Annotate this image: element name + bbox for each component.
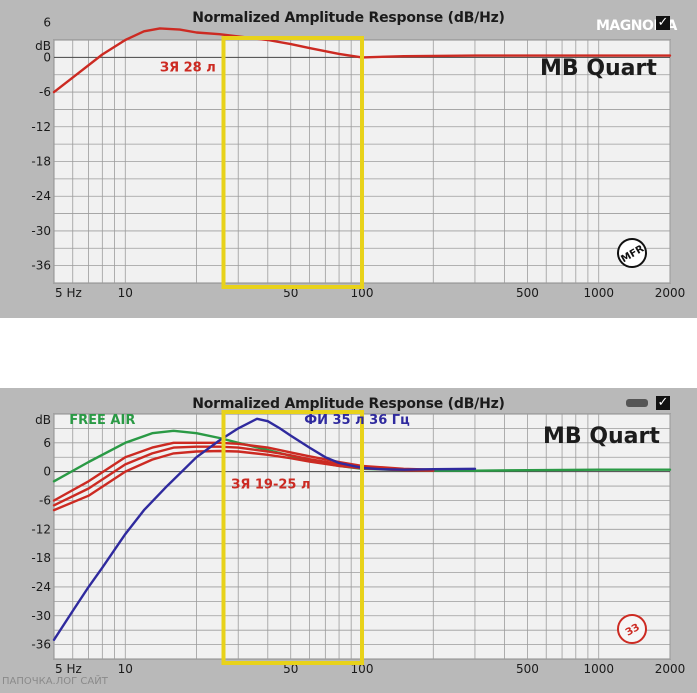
y-tick-label: -24 [31,189,51,203]
amplitude-chart-bottom: 6 0 -6 -12 -18 -24 -30 -36 dB 5 Hz 10 50 100 500 1000 2… [31,410,686,676]
y-tick-label: -30 [31,224,51,238]
x-tick-label: 500 [516,286,539,300]
x-tick-label: 2000 [655,662,686,676]
y-tick-label: 6 [43,436,51,450]
y-tick-label: -6 [39,493,51,507]
y-tick-label: 0 [43,465,51,479]
chart-header: Normalized Amplitude Response (dB/Hz) [192,396,505,412]
y-tick-label: -12 [31,120,51,134]
x-tick-label: 500 [516,662,539,676]
brand-label: MB Quart [540,56,657,81]
series-line [52,417,477,642]
y-tick-label: -36 [31,638,51,652]
highlight-box [221,36,364,289]
chart-panel-bottom: 6 0 -6 -12 -18 -24 -30 -36 dB 5 Hz 10 50 100 500 1000 2… [0,388,697,693]
chart-panel-top: 6 0 -6 -12 -18 -24 -30 -36 dB 5 Hz 10 50 100 500 1000 2… [0,0,697,318]
x-tick-label: 5 Hz [55,286,82,300]
highlight-box [221,410,364,665]
x-tick-label: 1000 [583,286,614,300]
series-line [52,449,435,512]
y-axis-label: dB [35,413,51,427]
y-tick-label: 0 [43,50,51,64]
x-tick-label: 10 [118,662,133,676]
y-tick-label: -30 [31,609,51,623]
x-tick-label: 2000 [655,286,686,300]
series-group [52,417,672,642]
checkbox-icon[interactable]: ✓ [656,395,670,410]
x-tick-label: 1000 [583,662,614,676]
y-axis-label: dB [35,39,51,53]
y-tick-label: -18 [31,155,51,169]
series-annotation: ЗЯ 19-25 л [231,478,310,493]
x-tick-label: 50 [283,662,298,676]
corner-badge-icon: ЗЗ [617,614,647,644]
watermark: ПАПОЧКА.ЛОГ САЙТ [2,676,108,687]
corner-badge-icon: MFR [617,238,647,268]
y-tick-label: -18 [31,551,51,565]
x-tick-label: 5 Hz [55,662,82,676]
chart-header: Normalized Amplitude Response (dB/Hz) [192,10,505,26]
series-annotation: FREE AIR [69,413,135,428]
y-tick-label: -6 [39,85,51,99]
x-tick-label: 100 [351,286,374,300]
checkbox-icon[interactable]: ✓ [656,15,670,30]
y-tick-label: -24 [31,580,51,594]
speaker-icon [626,399,648,407]
series-annotation: ЗЯ 28 л [160,61,216,76]
x-tick-label: 10 [118,286,133,300]
x-tick-label: 100 [351,662,374,676]
y-tick-label: -12 [31,522,51,536]
amplitude-chart-top: 6 0 -6 -12 -18 -24 -30 -36 dB 5 Hz 10 50 100 500 1000 2… [31,16,686,300]
series-line [52,441,435,502]
y-tick-label: 6 [43,16,51,30]
y-tick-label: -36 [31,259,51,273]
x-tick-label: 50 [283,286,298,300]
brand-label: MB Quart [543,424,660,449]
series-annotation: ФИ 35 л 36 Гц [304,413,410,428]
